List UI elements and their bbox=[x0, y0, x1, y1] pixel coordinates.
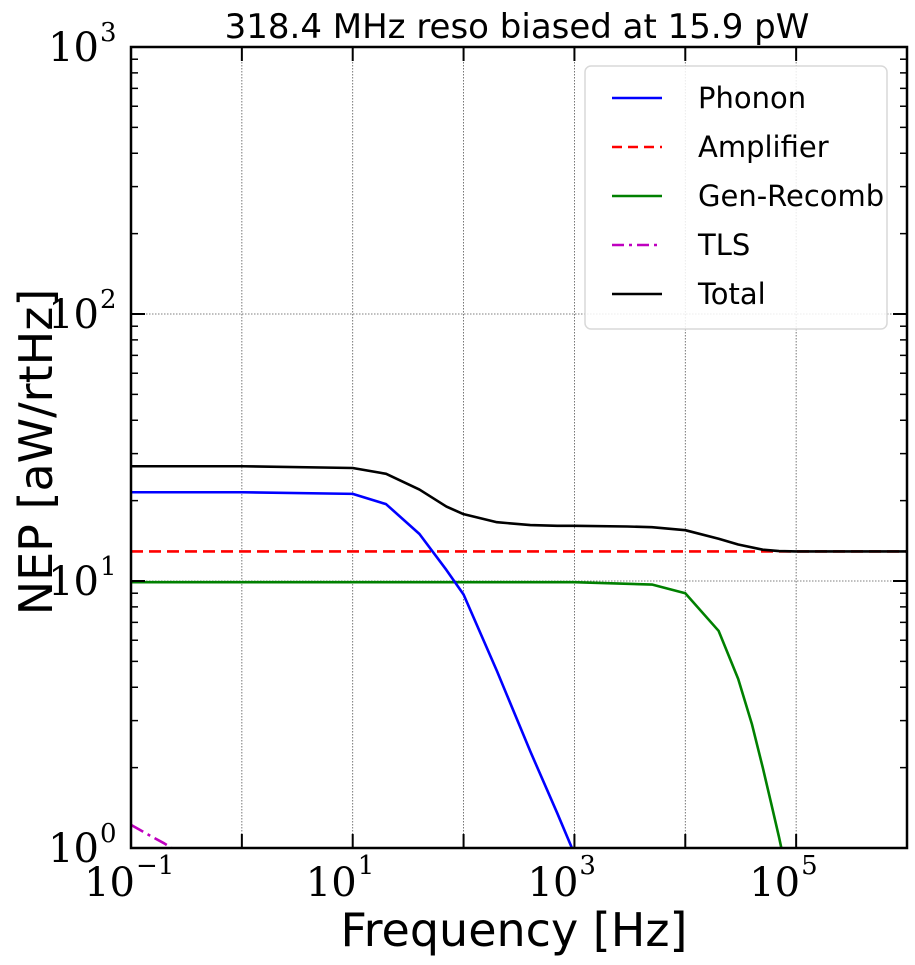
y-tick-label: 10 2 bbox=[48, 285, 116, 338]
y-tick-base: 10 bbox=[48, 826, 99, 872]
legend-label: Total bbox=[697, 277, 766, 311]
x-tick-base: 10 bbox=[306, 860, 357, 906]
y-axis-label: NEP [aW/rtHz] bbox=[9, 289, 63, 616]
y-tick-label: 10 1 bbox=[48, 552, 116, 605]
legend-label: Amplifier bbox=[698, 130, 829, 164]
y-tick-base: 10 bbox=[48, 292, 99, 338]
plot-frame bbox=[129, 45, 909, 850]
x-tick-label: 10 −1 bbox=[84, 851, 174, 906]
x-tick-label: 10 5 bbox=[749, 851, 817, 906]
y-tick-exp: 0 bbox=[100, 819, 117, 849]
x-tick-exp: 3 bbox=[579, 851, 596, 881]
legend-label: Gen-Recomb bbox=[698, 179, 884, 213]
legend-label: Phonon bbox=[698, 81, 806, 115]
y-tick-base: 10 bbox=[48, 25, 99, 71]
y-tick-exp: 3 bbox=[100, 18, 117, 48]
legend: Phonon Amplifier Gen-Recomb TLS Total bbox=[584, 65, 888, 330]
major-ticks bbox=[130, 46, 908, 849]
x-tick-label: 10 1 bbox=[306, 851, 374, 906]
x-tick-base: 10 bbox=[749, 860, 800, 906]
x-axis-label: Frequency [Hz] bbox=[341, 903, 688, 957]
y-tick-base: 10 bbox=[48, 559, 99, 605]
series-gen-recomb bbox=[131, 580, 783, 848]
chart-title: 318.4 MHz reso biased at 15.9 pW bbox=[225, 7, 810, 47]
x-tick-labels: 10 −1 10 1 10 3 10 5 bbox=[84, 851, 818, 906]
x-tick-exp: 1 bbox=[358, 851, 375, 881]
x-tick-exp: 5 bbox=[801, 851, 818, 881]
series-phonon bbox=[131, 490, 574, 848]
legend-box bbox=[584, 65, 888, 330]
y-tick-exp: 1 bbox=[100, 552, 117, 582]
x-tick-label: 10 3 bbox=[528, 851, 596, 906]
legend-label: TLS bbox=[697, 228, 750, 262]
x-tick-base: 10 bbox=[528, 860, 579, 906]
series-total bbox=[131, 464, 907, 553]
series-layer bbox=[131, 464, 907, 848]
y-tick-label: 10 0 bbox=[48, 819, 116, 872]
grid-lines bbox=[131, 47, 907, 848]
x-tick-base: 10 bbox=[84, 860, 135, 906]
x-tick-exp: −1 bbox=[136, 851, 174, 881]
y-tick-exp: 2 bbox=[100, 285, 117, 315]
y-tick-label: 10 3 bbox=[48, 18, 116, 71]
series-tls bbox=[131, 823, 174, 848]
